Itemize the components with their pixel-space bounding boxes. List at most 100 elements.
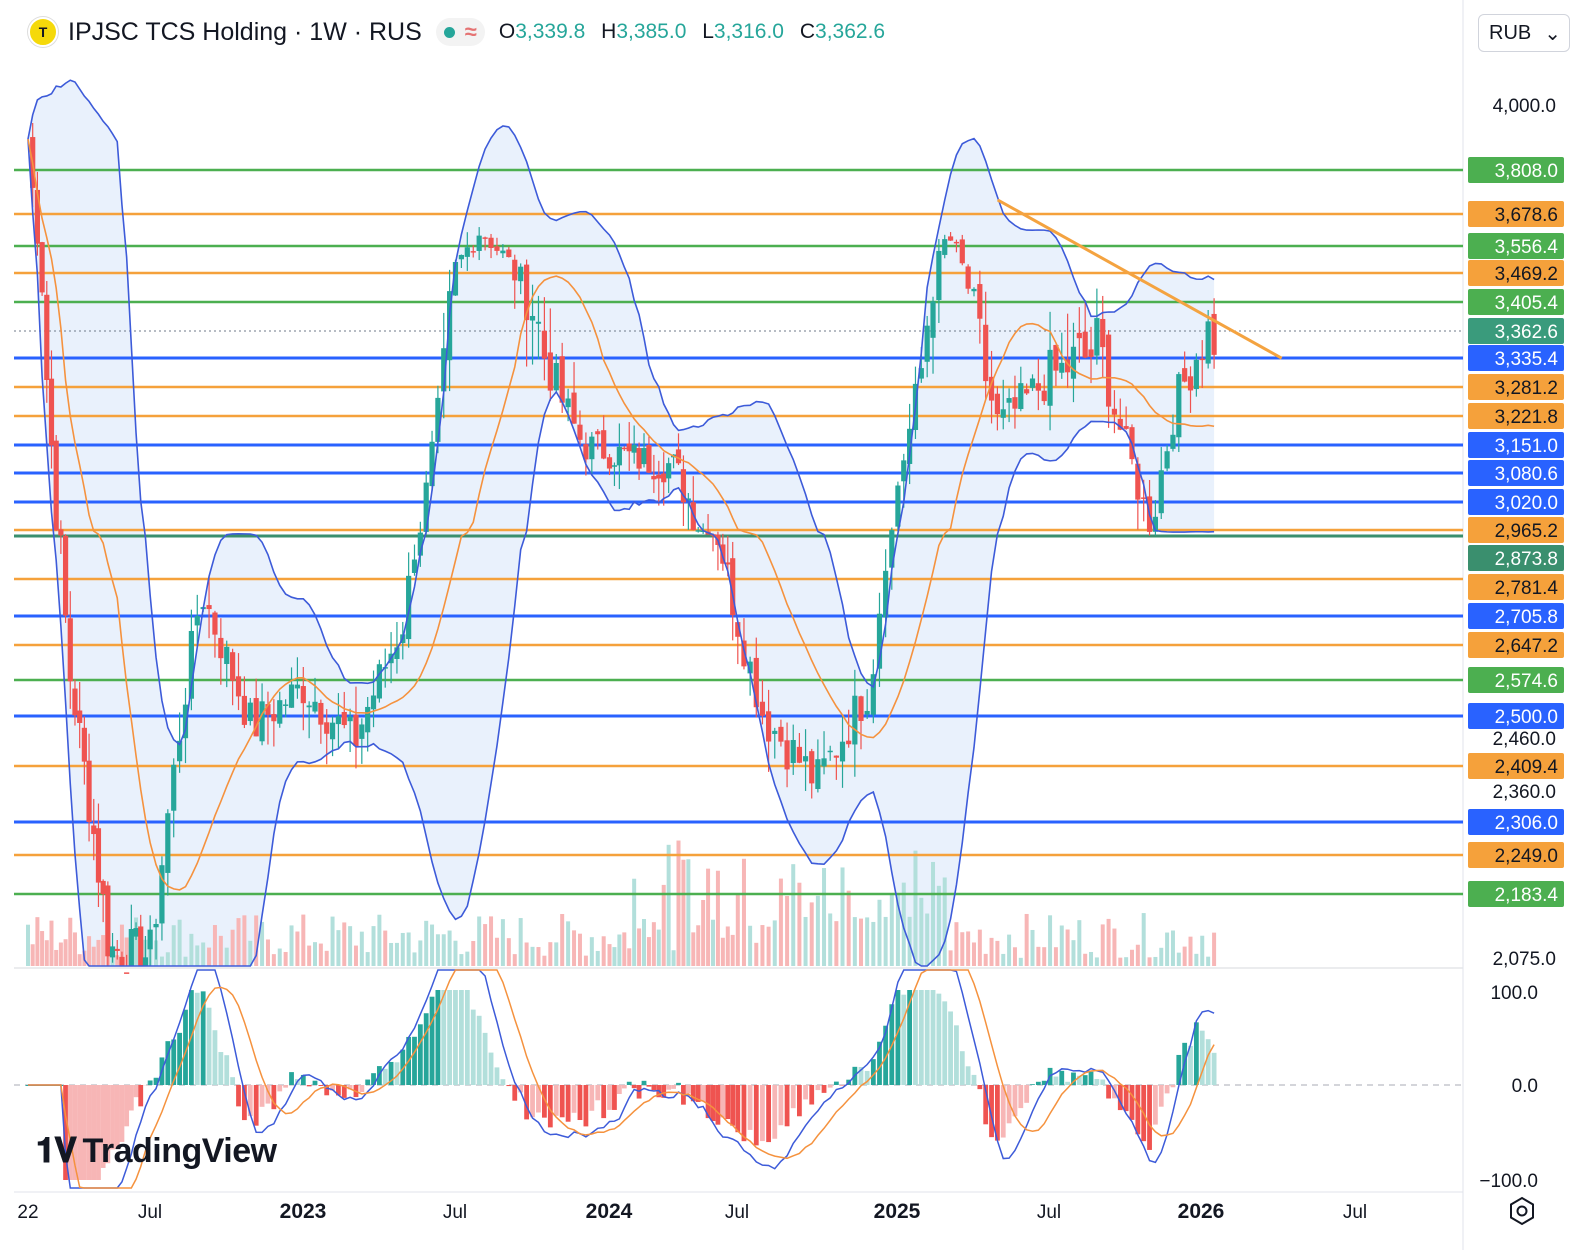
oscillator-bar [1012,1085,1018,1117]
oscillator-bar [86,1085,92,1180]
oscillator-bar [815,1085,821,1091]
candle-body [611,465,618,467]
candle-body [589,436,595,460]
x-tick-label: Jul [1037,1202,1061,1223]
x-tick-label: 2023 [280,1200,327,1223]
oscillator-bar [685,1085,691,1094]
volume-bar [494,937,499,966]
price-tag [1468,545,1564,571]
candle-body [476,235,482,251]
symbol-title[interactable]: IPJSC TCS Holding · 1W · RUS [68,17,422,46]
volume-bar [852,917,857,966]
volume-bar [681,859,686,966]
oscillator-bar [766,1085,771,1143]
volume-bar [54,949,59,966]
wave-icon[interactable]: ≈ [464,19,477,44]
candle-body [839,741,846,762]
volume-bar [313,942,318,966]
volume-bar [342,922,347,966]
volume-bar [1112,928,1117,966]
volume-bar [627,948,632,966]
oscillator-bar [1030,1084,1035,1085]
volume-bar [471,941,476,966]
oscillator-bar [324,1085,330,1096]
volume-bar [1200,935,1205,966]
candle-body [259,701,265,742]
oscillator-bar [417,1024,423,1085]
candle-body [306,705,312,708]
oscillator-bar [1088,1071,1094,1085]
oscillator-bar [1205,1039,1211,1085]
candle-body [81,727,87,762]
candle-body [1100,318,1106,348]
volume-bar [1089,951,1094,966]
candle-body [790,739,796,764]
volume-bar [271,954,276,966]
settings-gear-icon[interactable] [1507,1196,1537,1226]
price-tag-label: 2,500.0 [1495,707,1558,728]
x-tick-label: 22 [17,1202,38,1223]
price-tag-label: 3,281.2 [1495,378,1558,399]
candle-body [452,261,459,296]
oscillator-bar [476,1015,482,1085]
oscillator-bar [621,1085,627,1089]
oscillator-bar [359,1085,365,1093]
volume-bar [1100,924,1105,966]
price-tag [1468,260,1564,286]
price-tag-label: 2,183.4 [1495,885,1559,906]
oscillator-bar [705,1085,711,1119]
volume-bar [394,942,399,966]
volume-bar [26,924,30,966]
price-tag [1468,703,1564,729]
oscillator-bar [924,990,930,1085]
candle-body [53,440,59,531]
volume-bar [96,939,101,966]
currency-select[interactable]: RUB ⌄ [1478,14,1570,52]
candle-body [394,647,400,659]
candle-body [370,695,377,710]
oscillator-bar [989,1085,994,1138]
x-tick-label: 2025 [874,1200,921,1223]
oscillator-bar [1188,1045,1193,1085]
candle-body [942,239,948,255]
price-tag-label: 2,249.0 [1495,846,1558,867]
price-tag [1468,517,1564,543]
oscillator-bar [100,1085,106,1168]
volume-bar [901,882,906,966]
volume-bar [465,951,470,966]
candle-body [212,612,218,635]
candle-body [1012,397,1018,409]
volume-bar [424,920,429,966]
candle-body [44,294,50,380]
oscillator-bar [971,1074,977,1085]
oscillator-bar [218,1052,224,1085]
volume-bar [1212,932,1217,966]
volume-bar [671,950,676,966]
volume-bar [803,916,808,966]
volume-bar [377,914,382,966]
volume-bar [919,897,924,966]
candle-body [86,760,92,822]
volume-bar [134,917,139,966]
volume-bar [218,935,223,966]
price-tag [1468,289,1564,315]
candle-body [114,948,120,951]
volume-bar [948,950,953,966]
price-tag [1468,403,1564,429]
candle-body [1000,409,1006,418]
candle-body [833,755,839,758]
oscillator-bar [133,1085,139,1098]
volume-bar [40,931,45,966]
volume-bar [44,940,49,966]
symbol-header[interactable]: T IPJSC TCS Holding · 1W · RUS ≈ O3,339.… [28,14,904,50]
volume-bar [1053,947,1058,966]
volume-bar [1048,915,1053,966]
volume-bar [248,940,253,966]
candle-body [858,696,864,721]
oscillator-bar [895,990,901,1085]
volume-bar [115,955,120,966]
volume-bar [1077,920,1082,966]
indicator-toggles[interactable]: ≈ [435,18,485,46]
candle-body [524,264,530,321]
